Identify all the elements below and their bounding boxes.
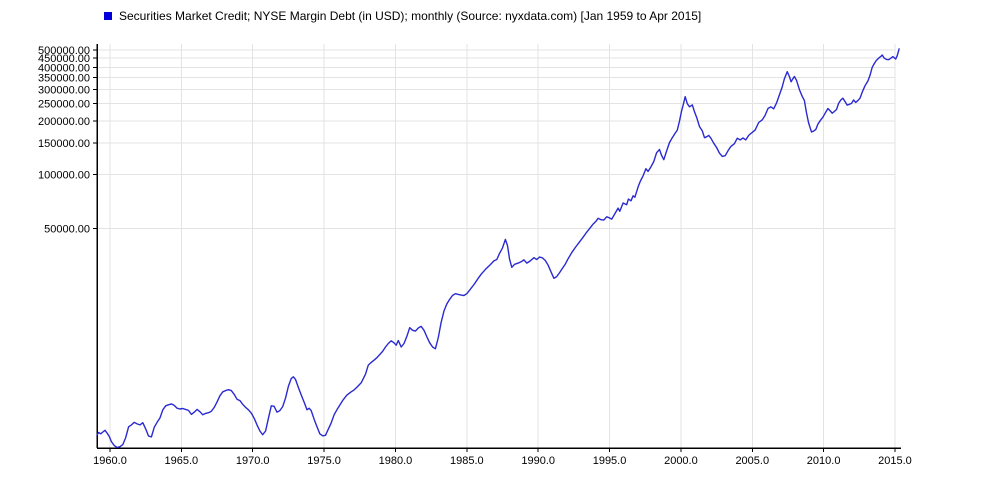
x-tick-label: 1990.0 bbox=[521, 455, 555, 467]
y-tick-label: 100000.00 bbox=[38, 170, 90, 182]
y-tick-label: 350000.00 bbox=[38, 73, 90, 85]
y-tick-label: 500000.00 bbox=[38, 45, 90, 57]
y-tick-label: 150000.00 bbox=[38, 138, 90, 150]
x-tick-label: 1975.0 bbox=[307, 455, 341, 467]
chart-legend: Securities Market Credit; NYSE Margin De… bbox=[104, 9, 701, 23]
y-tick-label: 450000.00 bbox=[38, 53, 90, 65]
x-tick-label: 2005.0 bbox=[735, 455, 769, 467]
y-tick-label: 400000.00 bbox=[38, 62, 90, 74]
x-tick-label: 1985.0 bbox=[450, 455, 484, 467]
data-line bbox=[96, 48, 900, 449]
x-tick-label: 2010.0 bbox=[807, 455, 841, 467]
x-tick-label: 1995.0 bbox=[593, 455, 627, 467]
y-tick-label: 250000.00 bbox=[38, 99, 90, 111]
x-tick-label: 1980.0 bbox=[379, 455, 413, 467]
y-tick-label: 300000.00 bbox=[38, 85, 90, 97]
x-tick-label: 2000.0 bbox=[664, 455, 698, 467]
x-tick-label: 1965.0 bbox=[165, 455, 199, 467]
legend-series-label: Securities Market Credit; NYSE Margin De… bbox=[119, 9, 702, 23]
y-tick-label: 50000.00 bbox=[44, 223, 90, 235]
x-tick-label: 2015.0 bbox=[878, 455, 912, 467]
x-tick-label: 1960.0 bbox=[93, 455, 127, 467]
x-tick-label: 1970.0 bbox=[236, 455, 270, 467]
y-tick-label: 200000.00 bbox=[38, 116, 90, 128]
legend-series-marker-icon bbox=[104, 12, 112, 20]
